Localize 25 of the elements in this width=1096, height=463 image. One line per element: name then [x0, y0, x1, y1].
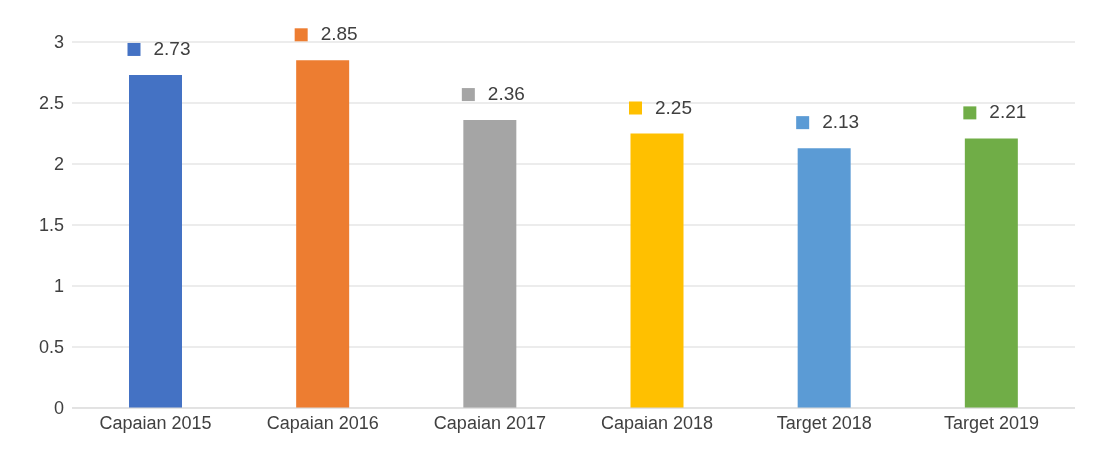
- bar: [463, 120, 517, 408]
- y-tick-label: 0.5: [38, 337, 64, 358]
- bar: [296, 60, 350, 408]
- bar: [797, 148, 851, 408]
- bar: [964, 138, 1018, 408]
- x-tick-label: Capaian 2017: [433, 412, 546, 433]
- y-tick-label: 1: [53, 276, 64, 297]
- y-tick-label: 3: [53, 32, 64, 53]
- x-tick-label: Target 2019: [943, 412, 1039, 433]
- x-tick-label: Capaian 2015: [99, 412, 212, 433]
- x-tick-label: Capaian 2016: [266, 412, 379, 433]
- data-label: 2.21: [989, 101, 1027, 123]
- bar: [630, 133, 684, 408]
- y-tick-label: 1.5: [38, 215, 64, 236]
- data-label: 2.13: [822, 111, 860, 133]
- x-tick-label: Target 2018: [776, 412, 872, 433]
- x-tick-label: Capaian 2018: [601, 412, 714, 433]
- y-tick-label: 2.5: [38, 93, 64, 114]
- data-label: 2.73: [153, 37, 191, 59]
- y-tick-label: 2: [53, 154, 64, 175]
- y-tick-label: 0: [53, 398, 64, 419]
- data-label: 2.85: [320, 23, 358, 45]
- bar: [129, 74, 182, 408]
- data-label: 2.36: [487, 83, 525, 105]
- data-label: 2.25: [655, 96, 692, 118]
